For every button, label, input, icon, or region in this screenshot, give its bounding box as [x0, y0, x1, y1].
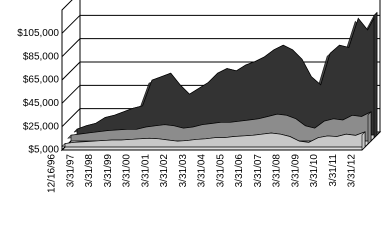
- area: [76, 12, 378, 136]
- y-tick-label: $5,000: [28, 145, 59, 156]
- x-tick-label: 3/31/08: [272, 154, 283, 188]
- chart: $5,000 $25,000 $45,000 $65,000 $85,000 $105,0…: [17, 0, 382, 193]
- x-tick-label: 3/31/00: [122, 154, 133, 188]
- grid-line: [61, 38, 380, 58]
- area-side: [361, 131, 366, 151]
- y-tick-label: $105,000: [17, 28, 59, 39]
- x-tick-label: 3/31/09: [290, 154, 301, 188]
- x-tick-label: 3/31/11: [328, 154, 339, 187]
- x-tick-label: 3/31/99: [103, 154, 114, 188]
- area: [64, 131, 366, 148]
- y-tick-label: $25,000: [23, 121, 60, 132]
- x-tick-label: 3/31/03: [178, 154, 189, 188]
- x-tick-label: 3/31/10: [309, 154, 320, 188]
- x-tick-label: 3/31/05: [215, 154, 226, 188]
- x-tick-label: 3/31/97: [65, 154, 76, 188]
- x-tick-label: 3/31/12: [347, 154, 358, 188]
- side-wall: [61, 0, 81, 152]
- y-tick-label: $45,000: [23, 98, 60, 109]
- x-tick-label: 3/31/98: [84, 154, 95, 188]
- x-tick-label: 3/31/04: [197, 154, 208, 188]
- area-side: [373, 11, 378, 139]
- area: [70, 111, 372, 142]
- x-tick-label: 3/31/01: [140, 154, 151, 188]
- x-tick-label: 3/31/07: [253, 154, 264, 188]
- grid-line: [61, 14, 380, 34]
- x-tick-label: 12/16/96: [47, 154, 58, 193]
- x-tick-label: 3/31/06: [234, 154, 245, 188]
- area-side: [367, 111, 372, 145]
- y-tick-label: $65,000: [23, 75, 60, 86]
- y-tick-label: $85,000: [23, 51, 60, 62]
- x-tick-label: 3/31/02: [159, 154, 170, 188]
